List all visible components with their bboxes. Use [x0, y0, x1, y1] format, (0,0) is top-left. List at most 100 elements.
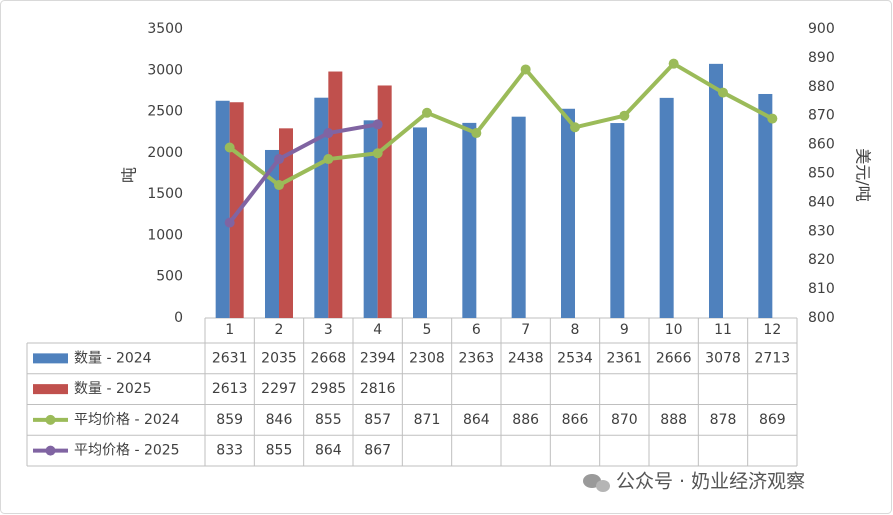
x-tick-label: 2	[275, 322, 284, 338]
line-point	[471, 128, 482, 139]
line-point	[224, 142, 235, 153]
x-tick-label: 6	[472, 322, 481, 338]
line-point	[372, 119, 383, 130]
bar	[758, 93, 773, 319]
legend-key	[33, 353, 68, 364]
table-value: 857	[364, 412, 391, 428]
bar	[462, 122, 477, 318]
y-tick-label: 3500	[147, 21, 183, 37]
line-point	[274, 180, 284, 191]
bar	[413, 127, 427, 318]
table-value: 846	[266, 412, 293, 428]
table-value: 2668	[311, 350, 347, 366]
y2-tick-label: 890	[808, 50, 835, 66]
legend-label: 数量 - 2025	[74, 381, 152, 397]
y-tick-label: 1000	[147, 227, 183, 243]
table-value: 855	[266, 443, 293, 459]
y2-tick-label: 800	[808, 310, 835, 326]
bar	[659, 97, 674, 319]
line-point	[570, 122, 580, 133]
bar	[511, 116, 526, 318]
line-point	[422, 107, 432, 118]
table-value: 888	[660, 412, 687, 428]
x-tick-label: 10	[665, 322, 683, 338]
table-value: 3078	[705, 350, 741, 366]
x-tick-label: 11	[714, 322, 732, 338]
y-tick-label: 500	[156, 269, 183, 285]
table-value: 2308	[409, 350, 445, 366]
table-value: 2985	[311, 381, 347, 397]
legend-key	[45, 445, 56, 456]
bar	[363, 120, 378, 318]
legend-label: 数量 - 2024	[74, 350, 152, 366]
y-tick-label: 2000	[147, 145, 183, 161]
y2-tick-label: 850	[808, 166, 835, 182]
y2-tick-label: 880	[808, 79, 835, 95]
table-value: 2394	[360, 350, 396, 366]
table-value: 2534	[557, 350, 593, 366]
table-value: 864	[463, 412, 490, 428]
y2-tick-label: 810	[808, 281, 835, 297]
x-tick-label: 4	[373, 322, 382, 338]
x-tick-label: 3	[324, 322, 333, 338]
legend-label: 平均价格 - 2025	[74, 443, 180, 459]
line-point	[619, 110, 630, 121]
table-value: 867	[364, 443, 391, 459]
table-value: 869	[759, 412, 786, 428]
bar	[328, 71, 343, 318]
table-value: 2816	[360, 381, 396, 397]
line-point	[372, 148, 383, 159]
table-value: 833	[216, 443, 243, 459]
line-point	[224, 217, 235, 228]
x-tick-label: 1	[225, 322, 234, 338]
x-tick-label: 12	[763, 322, 781, 338]
y2-tick-label: 870	[808, 108, 835, 124]
table-value: 2297	[261, 381, 297, 397]
table-value: 878	[710, 412, 737, 428]
x-tick-label: 5	[423, 322, 432, 338]
y-tick-label: 1500	[147, 186, 183, 202]
x-tick-label: 7	[521, 322, 530, 338]
y2-axis-title: 美元/吨	[854, 148, 873, 201]
table-value: 2613	[212, 381, 248, 397]
legend-label: 平均价格 - 2024	[74, 412, 180, 428]
table-value: 2631	[212, 350, 248, 366]
bar	[610, 123, 625, 318]
legend-key	[45, 414, 56, 425]
bar	[265, 149, 279, 318]
y2-tick-label: 830	[808, 223, 835, 239]
x-tick-label: 8	[571, 322, 580, 338]
x-tick-label: 9	[620, 322, 629, 338]
y2-tick-label: 900	[808, 21, 835, 37]
bar	[215, 100, 230, 318]
line-point	[767, 113, 778, 124]
table-value: 2363	[459, 350, 495, 366]
line-series	[228, 122, 379, 224]
table-value: 2035	[261, 350, 297, 366]
line-point	[668, 58, 679, 69]
table-value: 886	[512, 412, 539, 428]
line-point	[274, 154, 284, 165]
table-value: 870	[611, 412, 638, 428]
y2-tick-label: 840	[808, 194, 835, 210]
bar	[314, 97, 329, 318]
table-value: 866	[562, 412, 589, 428]
table-value: 2713	[755, 350, 791, 366]
table-value: 855	[315, 412, 342, 428]
y-tick-label: 0	[174, 310, 183, 326]
table-value: 2666	[656, 350, 692, 366]
bar	[709, 63, 723, 319]
y2-tick-label: 860	[808, 137, 835, 153]
line-point	[718, 87, 728, 98]
table-value: 871	[414, 412, 441, 428]
table-value: 859	[216, 412, 243, 428]
table-value: 864	[315, 443, 342, 459]
line-series	[228, 61, 774, 188]
y-tick-label: 2500	[147, 104, 183, 120]
y-axis-title: 吨	[120, 167, 139, 183]
line-point	[323, 128, 334, 139]
line-point	[520, 64, 531, 75]
bar	[561, 108, 575, 318]
